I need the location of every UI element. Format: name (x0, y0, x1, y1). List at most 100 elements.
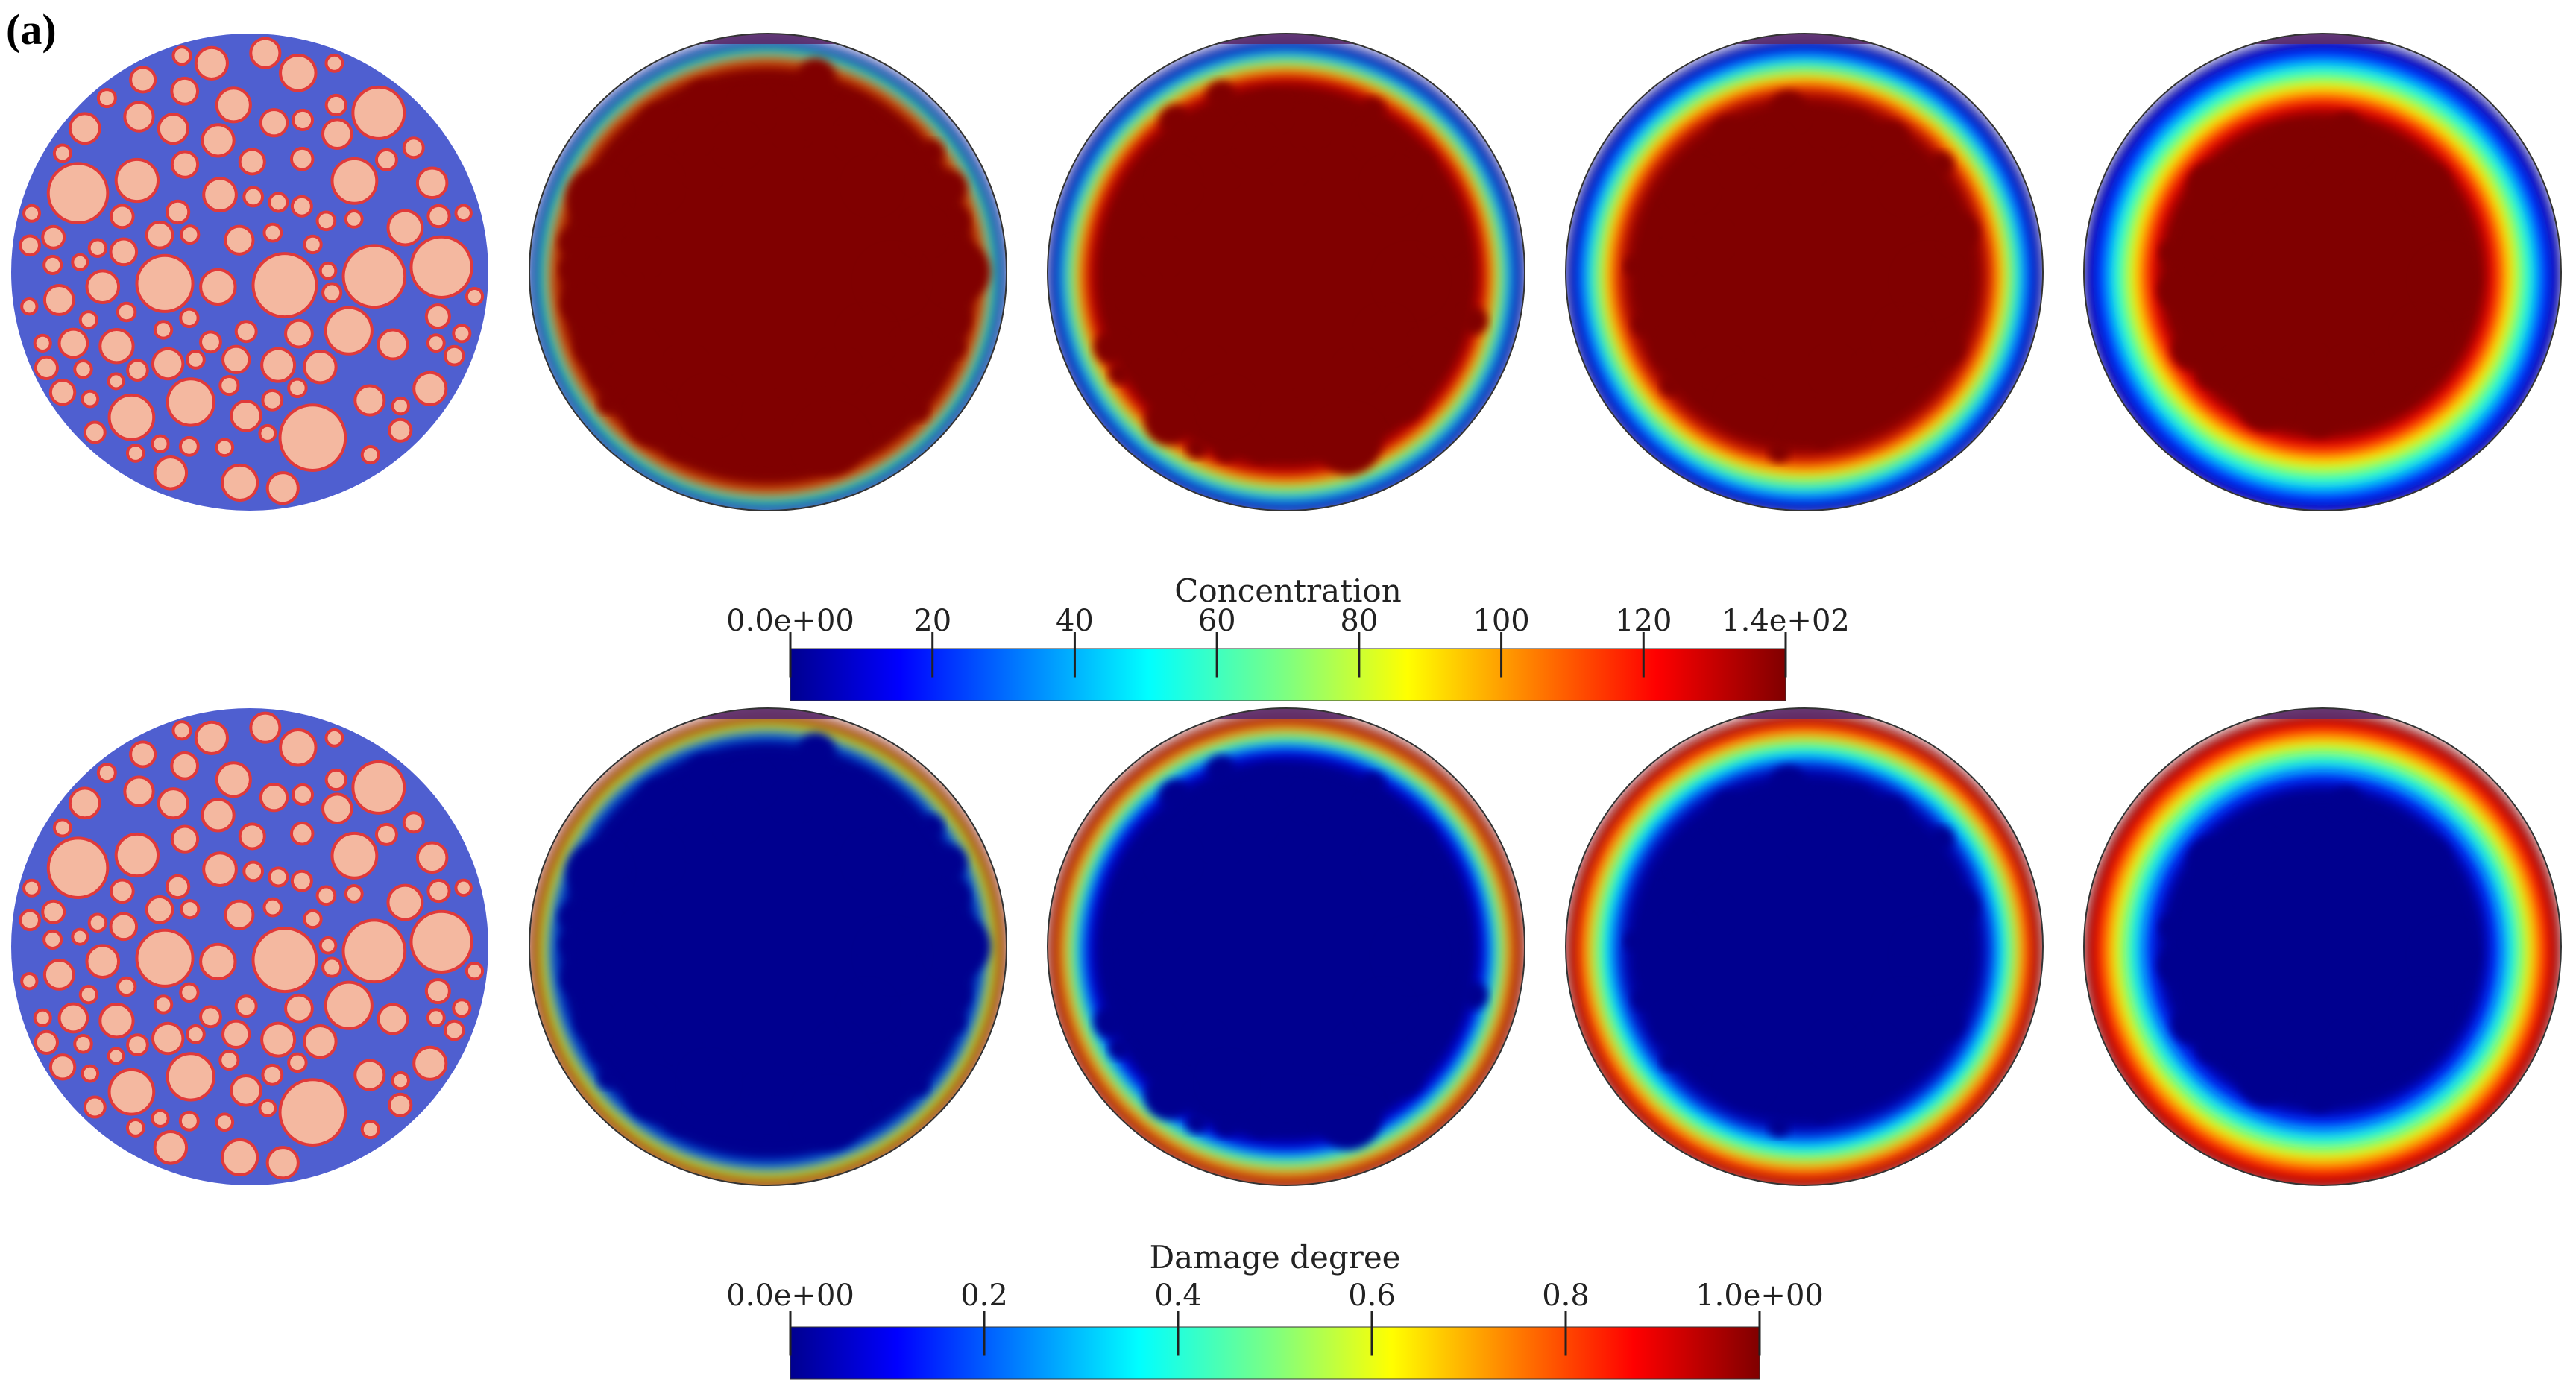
aggregate-particle (202, 177, 238, 212)
aggregate-particle (315, 885, 337, 906)
aggregate-particle (179, 982, 200, 1003)
aggregate-particle (153, 1130, 189, 1165)
concentration-tick-label: 120 (1615, 604, 1672, 638)
aggregate-particle (78, 985, 98, 1005)
aggregate-particle (234, 320, 258, 344)
aggregate-particle (454, 204, 473, 223)
aggregate-particle (215, 438, 235, 458)
aggregate-particle (170, 150, 200, 179)
specimen-outline (1047, 33, 1525, 511)
aggregate-particle (123, 775, 155, 807)
aggregate-particle (391, 396, 410, 416)
aggregate-particle (391, 1071, 410, 1091)
aggregate-particle (114, 832, 160, 878)
aggregate-particle (71, 927, 89, 946)
aggregate-particle (135, 928, 195, 988)
aggregate-particle (386, 883, 424, 921)
concentration-colorbar-title: Concentration (1174, 573, 1402, 609)
aggregate-particle (153, 994, 174, 1015)
damage-tick-label: 1.0e+00 (1695, 1278, 1824, 1313)
aggregate-particle (303, 349, 338, 385)
aggregate-particle (290, 195, 313, 218)
specimen-outline (1565, 33, 2044, 511)
aggregate-particle (180, 224, 201, 245)
aggregate-particle (279, 728, 318, 767)
aggregate-particle (426, 878, 451, 904)
aggregate-particle (52, 818, 72, 838)
aggregate-particle (215, 86, 252, 124)
aggregate-particle (262, 222, 283, 243)
aggregate-particle (409, 909, 473, 974)
aggregate-particle (151, 1109, 170, 1128)
aggregate-particle (454, 878, 473, 898)
aggregate-particle (126, 359, 149, 382)
aggregate-particle (259, 107, 289, 138)
aggregate-particle (351, 85, 406, 140)
aggregate-particle (153, 320, 174, 340)
aggregate-particle (109, 204, 135, 230)
aggregate-particle (402, 136, 425, 160)
aggregate-particle (116, 301, 137, 323)
damage-tick-label: 0.6 (1348, 1278, 1396, 1313)
aggregate-particle (426, 204, 451, 229)
concentration-tick-label: 80 (1340, 604, 1379, 638)
aggregate-particle (424, 303, 451, 330)
aggregate-particle (221, 1019, 251, 1050)
aggregate-particle (303, 909, 323, 930)
aggregate-particle (268, 192, 289, 213)
aggregate-particle (171, 720, 192, 741)
aggregate-particle (98, 1003, 135, 1039)
aggregate-particle (151, 347, 185, 381)
concentration-tick-label: 60 (1197, 604, 1236, 638)
aggregate-particle (116, 976, 137, 997)
aggregate-particle (291, 783, 315, 807)
aggregate-particle (344, 209, 364, 229)
damage-colorbar (790, 1326, 1760, 1380)
concentration-tick-label: 20 (913, 604, 952, 638)
aggregate-particle (315, 210, 337, 232)
aggregate-particle (201, 798, 236, 833)
aggregate-particle (165, 874, 191, 900)
damage-tick-label: 0.8 (1542, 1278, 1590, 1313)
damage-tick-label: 0.0e+00 (726, 1278, 854, 1313)
mesostructure-2 (11, 708, 488, 1185)
aggregate-particle (303, 234, 323, 255)
aggregate-particle (341, 244, 407, 309)
aggregate-particle (260, 347, 297, 383)
aggregate-particle (199, 1005, 222, 1029)
specimen-outline (1565, 707, 2044, 1186)
specimen-outline (2083, 707, 2562, 1186)
aggregate-particle (199, 268, 237, 306)
damage-row-stage-2 (1047, 707, 1525, 1186)
aggregate-particle (452, 324, 472, 344)
damage-colorbar-title: Damage degree (1149, 1239, 1401, 1276)
aggregate-particle (224, 899, 255, 930)
aggregate-particle (180, 899, 201, 920)
aggregate-particle (170, 824, 200, 854)
aggregate-particle (353, 384, 386, 417)
specimen-outline (1047, 707, 1525, 1186)
aggregate-particle (96, 88, 117, 109)
aggregate-particle (78, 310, 98, 330)
aggregate-particle (81, 389, 100, 409)
aggregate-particle (123, 101, 155, 133)
aggregate-particle (318, 261, 338, 280)
aggregate-particle (218, 374, 240, 397)
aggregate-particle (465, 961, 485, 981)
aggregate-particle (415, 841, 449, 874)
aggregate-particle (260, 1021, 297, 1058)
aggregate-particle (129, 740, 157, 769)
aggregate-particle (279, 54, 318, 92)
aggregate-particle (291, 108, 315, 132)
aggregate-particle (321, 956, 343, 978)
aggregate-particle (126, 1033, 149, 1056)
aggregate-particle (178, 1110, 200, 1132)
aggregate-particle (34, 1029, 60, 1055)
aggregate-particle (261, 388, 284, 412)
aggregate-particle (230, 1074, 262, 1107)
aggregate-particle (194, 720, 229, 755)
aggregate-particle (215, 761, 252, 798)
aggregate-particle (234, 994, 258, 1018)
